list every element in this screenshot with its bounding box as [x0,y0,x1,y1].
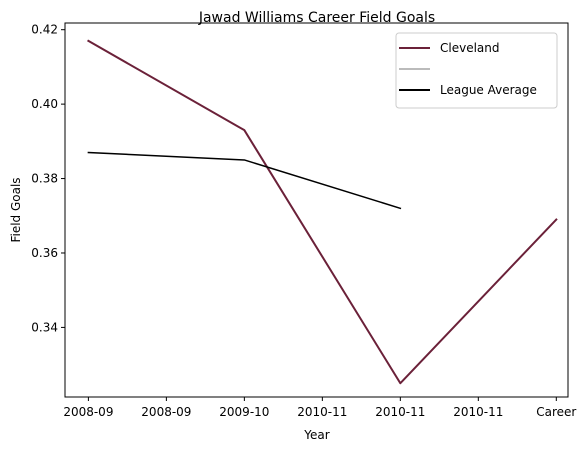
legend-label-0: Cleveland [440,41,500,55]
x-tick-label: 2008-09 [63,405,113,419]
series-line-2 [87,151,402,210]
y-tick-label: 0.42 [31,23,58,37]
y-axis: 0.34 0.36 0.38 0.40 0.42 [31,23,65,334]
x-tick-label: 2010-11 [453,405,503,419]
plot-area-frame [64,22,569,398]
x-tick-label: 2009-10 [219,405,269,419]
x-tick-label: 2010-11 [297,405,347,419]
legend-label-2: League Average [440,83,537,97]
x-tick-label: 2008-09 [141,405,191,419]
x-axis: 2008-09 2008-09 2009-10 2010-11 2010-11 2010-… [63,397,576,419]
x-tick-label: Career [536,405,576,419]
series-layer [87,39,558,385]
series-line-0 [87,39,558,385]
y-axis-label: Field Goals [9,177,23,242]
chart-title: Jawad Williams Career Field Goals [198,10,435,26]
x-tick-label: 2010-11 [375,405,425,419]
x-axis-label: Year [303,428,329,442]
legend: Cleveland League Average [395,32,558,109]
y-tick-label: 0.38 [31,172,58,186]
legend-box [395,32,558,109]
y-tick-label: 0.34 [31,320,58,334]
y-tick-label: 0.36 [31,246,58,260]
y-tick-label: 0.40 [31,97,58,111]
